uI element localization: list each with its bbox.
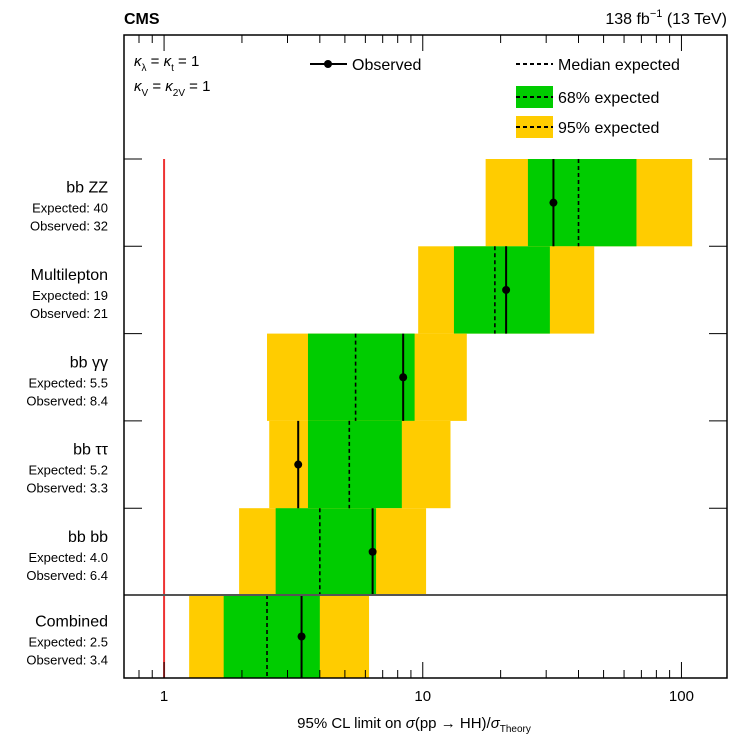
- channel-name-bb-: bb γγ: [70, 354, 108, 371]
- legend-observed: Observed: [310, 57, 421, 74]
- channel-observed-bb-: Observed: 3.3: [26, 481, 108, 496]
- legend-95-label: 95% expected: [558, 120, 659, 137]
- experiment-label: CMS: [124, 11, 160, 28]
- luminosity-label: 138 fb−1 (13 TeV): [605, 8, 727, 28]
- bands-layer: [189, 159, 693, 678]
- observed-point-bb-bb: [368, 547, 377, 556]
- legend-68: 68% expected: [516, 86, 659, 108]
- channel-expected-bb-: Expected: 5.5: [29, 375, 109, 390]
- observed-point-bb-zz: [549, 198, 558, 207]
- channel-observed-combined: Observed: 3.4: [26, 653, 108, 668]
- coupling-line-1: κλ = κt = 1: [134, 53, 199, 74]
- channel-name-bb-: bb ττ: [73, 442, 109, 459]
- channel-expected-bb-: Expected: 5.2: [29, 463, 109, 478]
- channel-observed-bb-bb: Observed: 6.4: [26, 568, 108, 583]
- channel-expected-combined: Expected: 2.5: [29, 635, 109, 650]
- band68-multilepton: [453, 246, 550, 334]
- observed-point-bb-: [294, 460, 303, 469]
- channel-expected-bb-bb: Expected: 4.0: [29, 550, 109, 565]
- axis-ticks: 1 10 100: [123, 35, 727, 705]
- legend-95: 95% expected: [516, 116, 659, 138]
- lumi-exponent: −1: [650, 8, 663, 20]
- legend-median-label: Median expected: [558, 57, 680, 74]
- channel-name-bb-zz: bb ZZ: [66, 180, 108, 197]
- channel-name-bb-bb: bb bb: [68, 529, 108, 546]
- channel-observed-bb-: Observed: 8.4: [26, 393, 108, 408]
- coupling-line-2: κV = κ2V = 1: [134, 78, 210, 99]
- observed-point-multilepton: [502, 285, 511, 294]
- channel-observed-multilepton: Observed: 21: [30, 306, 108, 321]
- channel-observed-bb-zz: Observed: 32: [30, 219, 108, 234]
- x-tick-label: 1: [160, 688, 168, 705]
- legend: Observed Median expected 68% expected 95…: [310, 57, 680, 138]
- legend-median: Median expected: [516, 57, 680, 74]
- channel-expected-multilepton: Expected: 19: [32, 288, 108, 303]
- x-tick-label: 100: [669, 688, 694, 705]
- lumi-energy: (13 TeV): [662, 11, 727, 28]
- legend-68-label: 68% expected: [558, 90, 659, 107]
- legend-observed-label: Observed: [352, 57, 421, 74]
- channel-name-multilepton: Multilepton: [31, 267, 108, 284]
- band68-bb-: [307, 420, 402, 509]
- channel-expected-bb-zz: Expected: 40: [32, 201, 108, 216]
- lumi-value: 138 fb: [605, 11, 650, 28]
- plot-frame: [123, 34, 728, 679]
- observed-point-combined: [297, 632, 306, 641]
- marks-layer: [163, 159, 580, 678]
- x-tick-label: 10: [414, 688, 431, 705]
- channel-name-combined: Combined: [35, 614, 108, 631]
- channel-labels: bb ZZ Expected: 40 Observed: 32 Multilepton…: [26, 180, 108, 668]
- band68-bb-zz: [527, 159, 637, 247]
- band68-bb-bb: [275, 508, 377, 596]
- band68-bb-: [307, 333, 415, 421]
- observed-point-bb-: [399, 373, 408, 382]
- x-axis-title: 95% CL limit on σ(pp → HH)/σTheory: [297, 715, 531, 735]
